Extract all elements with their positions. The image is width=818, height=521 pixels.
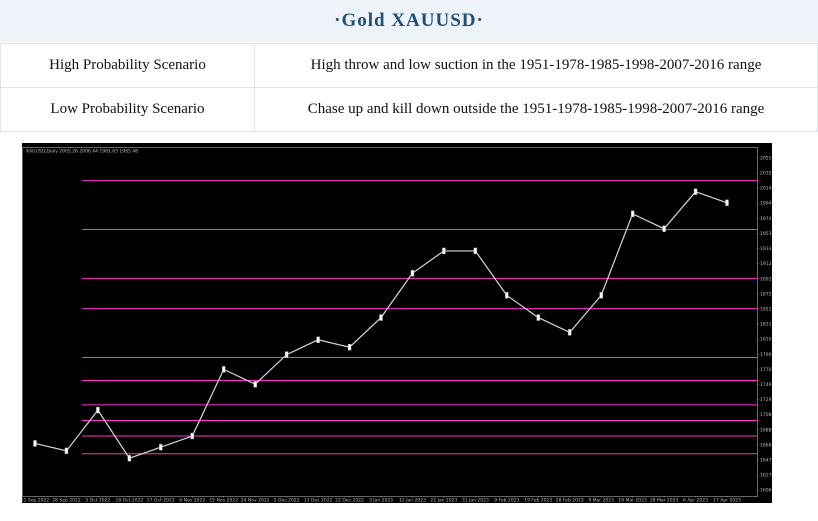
cell: High throw and low suction in the 1951-1…: [254, 43, 818, 88]
y-tick-label: 1892.40: [760, 276, 772, 282]
price-point: [253, 380, 257, 388]
y-tick-label: 1810.80: [760, 337, 772, 343]
price-point: [190, 432, 194, 440]
price-point: [379, 314, 383, 321]
price-point: [662, 225, 666, 232]
doc-title: ·Gold XAUUSD·: [0, 0, 818, 42]
x-tick-label: 3 Jan 2023: [369, 498, 393, 504]
x-tick-label: 21 Sep 2022: [22, 498, 49, 504]
plot-frame: [22, 147, 758, 497]
x-tick-label: 6 Apr 2023: [683, 498, 708, 504]
x-tick-label: 28 Mar 2023: [650, 498, 679, 504]
x-tick-label: 22 Jan 2023: [430, 498, 457, 504]
x-tick-label: 9 Mar 2023: [588, 498, 614, 504]
y-tick-label: 1627.20: [760, 473, 772, 479]
price-point: [33, 440, 37, 447]
x-tick-label: 27 Oct 2022: [147, 498, 175, 504]
x-tick-label: 22 Dec 2022: [335, 498, 364, 504]
price-chart: XAUUSD,Daily 2005.26 2006.44 1981.63 198…: [22, 143, 772, 503]
y-tick-label: 1872.00: [760, 291, 772, 297]
x-tick-label: 13 Dec 2022: [304, 498, 333, 504]
price-point: [693, 188, 698, 195]
x-tick-label: 12 Jan 2023: [399, 498, 426, 504]
chart-caption: XAUUSD,Daily 2005.26 2006.44 1981.63 198…: [26, 149, 138, 155]
x-tick-label: 19 Mar 2023: [618, 498, 647, 504]
price-point: [96, 406, 100, 414]
price-point: [284, 351, 289, 358]
x-tick-label: 28 Sep 2022: [52, 498, 81, 504]
x-tick-label: 19 Feb 2023: [524, 498, 552, 504]
price-point: [127, 455, 132, 462]
scenario-table: High Probability Scenario High throw and …: [0, 43, 818, 132]
cell: Chase up and kill down outside the 1951-…: [254, 87, 818, 132]
price-point: [536, 314, 540, 321]
y-tick-label: 1994.40: [760, 201, 772, 207]
y-tick-label: 1647.60: [760, 458, 772, 464]
y-tick-label: 1851.60: [760, 306, 772, 312]
y-tick-label: 2014.80: [760, 186, 772, 192]
x-tick-label: 17 Apr 2023: [713, 498, 741, 504]
cell: Low Probability Scenario: [0, 87, 255, 132]
y-tick-label: 1974.00: [760, 216, 772, 222]
x-tick-label: 9 Feb 2023: [494, 498, 519, 504]
y-tick-label: 1668.00: [760, 442, 772, 448]
y-tick-label: 1606.80: [760, 488, 772, 494]
x-tick-label: 31 Jan 2023: [462, 498, 489, 504]
x-tick-label: 5 Dec 2022: [274, 498, 300, 504]
price-point: [410, 269, 415, 277]
price-point: [725, 199, 729, 206]
x-tick-label: 24 Nov 2022: [241, 498, 270, 504]
price-point: [347, 343, 352, 351]
price-point: [630, 210, 635, 218]
price-point: [316, 336, 320, 343]
y-tick-label: 1912.80: [760, 261, 772, 267]
y-tick-label: 1729.20: [760, 397, 772, 403]
price-point: [442, 247, 446, 255]
y-tick-label: 2055.60: [760, 155, 772, 161]
y-tick-label: 1770.00: [760, 367, 772, 373]
price-point: [505, 292, 509, 299]
y-tick-label: 1953.60: [760, 231, 772, 237]
y-tick-label: 1688.40: [760, 427, 772, 433]
x-tick-label: 15 Nov 2022: [209, 498, 238, 504]
price-point: [599, 292, 603, 299]
chart-bg: [22, 143, 772, 503]
y-tick-label: 1933.20: [760, 246, 772, 252]
x-tick-label: 5 Oct 2022: [85, 498, 110, 504]
price-point: [568, 329, 572, 336]
y-tick-label: 1708.80: [760, 412, 772, 418]
row: Low Probability Scenario Chase up and kil…: [0, 87, 818, 132]
price-point: [473, 247, 478, 255]
y-tick-label: 2035.20: [760, 171, 772, 177]
x-tick-label: 28 Feb 2023: [556, 498, 584, 504]
row: High Probability Scenario High throw and …: [0, 43, 818, 88]
x-tick-label: 18 Oct 2022: [115, 498, 143, 504]
y-tick-label: 1790.40: [760, 352, 772, 358]
x-tick-label: 6 Nov 2022: [179, 498, 205, 504]
cell: High Probability Scenario: [0, 43, 255, 88]
price-point: [159, 443, 163, 451]
price-point: [222, 366, 226, 373]
y-tick-label: 1831.20: [760, 322, 772, 328]
y-tick-label: 1749.60: [760, 382, 772, 388]
price-point: [64, 447, 69, 455]
